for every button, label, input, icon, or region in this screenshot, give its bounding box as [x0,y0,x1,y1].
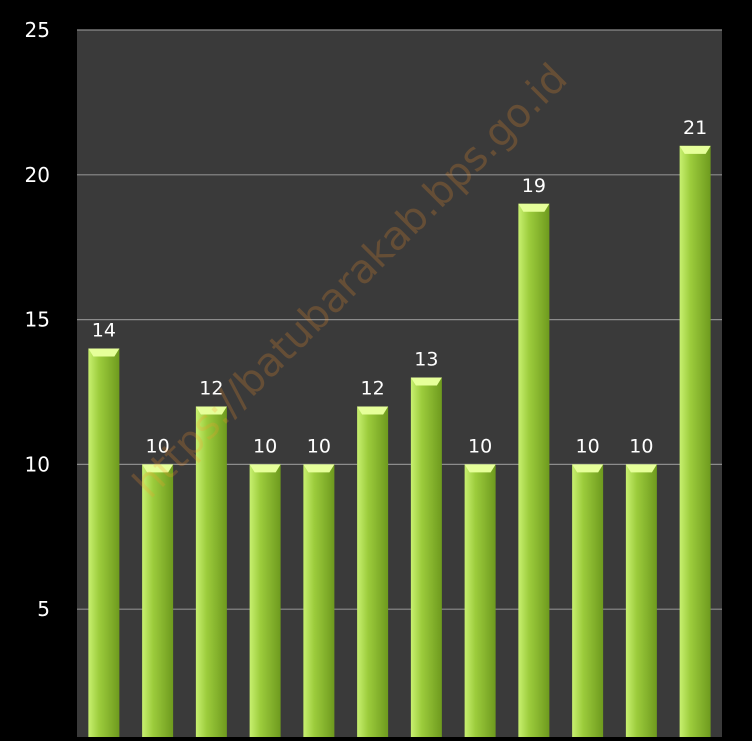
bar-body [410,377,442,737]
bar-cap [518,203,550,212]
bar-body [518,203,550,737]
plot-area [77,30,722,737]
bar-cap [679,145,711,154]
bar-cap [249,464,281,473]
y-tick-label: 5 [37,597,50,621]
bars [88,145,711,738]
bar-cap [142,464,174,473]
data-label-9: 19 [522,175,546,197]
bar-1 [88,348,120,737]
data-label-1: 14 [92,320,116,342]
y-tick-label: 15 [25,308,50,332]
y-tick-label: 20 [25,163,50,187]
data-label-10: 10 [576,435,600,457]
bar-cap [464,464,496,473]
bar-cap [625,464,657,473]
bar-body [679,145,711,738]
data-label-12: 21 [683,117,707,139]
data-label-6: 12 [361,377,385,399]
bar-9 [518,203,550,737]
bar-4 [249,464,281,737]
bar-6 [357,406,389,737]
bar-11 [625,464,657,737]
bar-3 [195,406,227,737]
data-label-7: 13 [414,349,438,371]
bar-12 [679,145,711,738]
bar-body [625,464,657,737]
bar-7 [410,377,442,737]
bar-body [357,406,389,737]
bar-cap [572,464,604,473]
y-tick-label: 25 [25,18,50,42]
data-label-5: 10 [307,435,331,457]
data-label-2: 10 [146,435,170,457]
bar-body [572,464,604,737]
gridlines [77,29,722,610]
bar-cap [195,406,227,415]
bar-cap [88,348,120,357]
bar-body [303,464,335,737]
data-labels: 14 10 12 10 10 12 13 10 19 10 10 21 [92,117,707,458]
y-tick-label: 10 [25,452,50,476]
bar-body [464,464,496,737]
data-label-11: 10 [629,435,653,457]
y-axis: 5 10 15 20 25 [25,18,50,621]
data-label-3: 12 [199,377,223,399]
bar-cap [303,464,335,473]
data-label-4: 10 [253,435,277,457]
bar-body [249,464,281,737]
bar-8 [464,464,496,737]
bar-body [142,464,174,737]
bar-body [88,348,120,737]
bar-5 [303,464,335,737]
data-label-8: 10 [468,435,492,457]
bar-body [195,406,227,737]
bar-10 [572,464,604,737]
bar-cap [357,406,389,415]
bar-2 [142,464,174,737]
bar-cap [410,377,442,386]
